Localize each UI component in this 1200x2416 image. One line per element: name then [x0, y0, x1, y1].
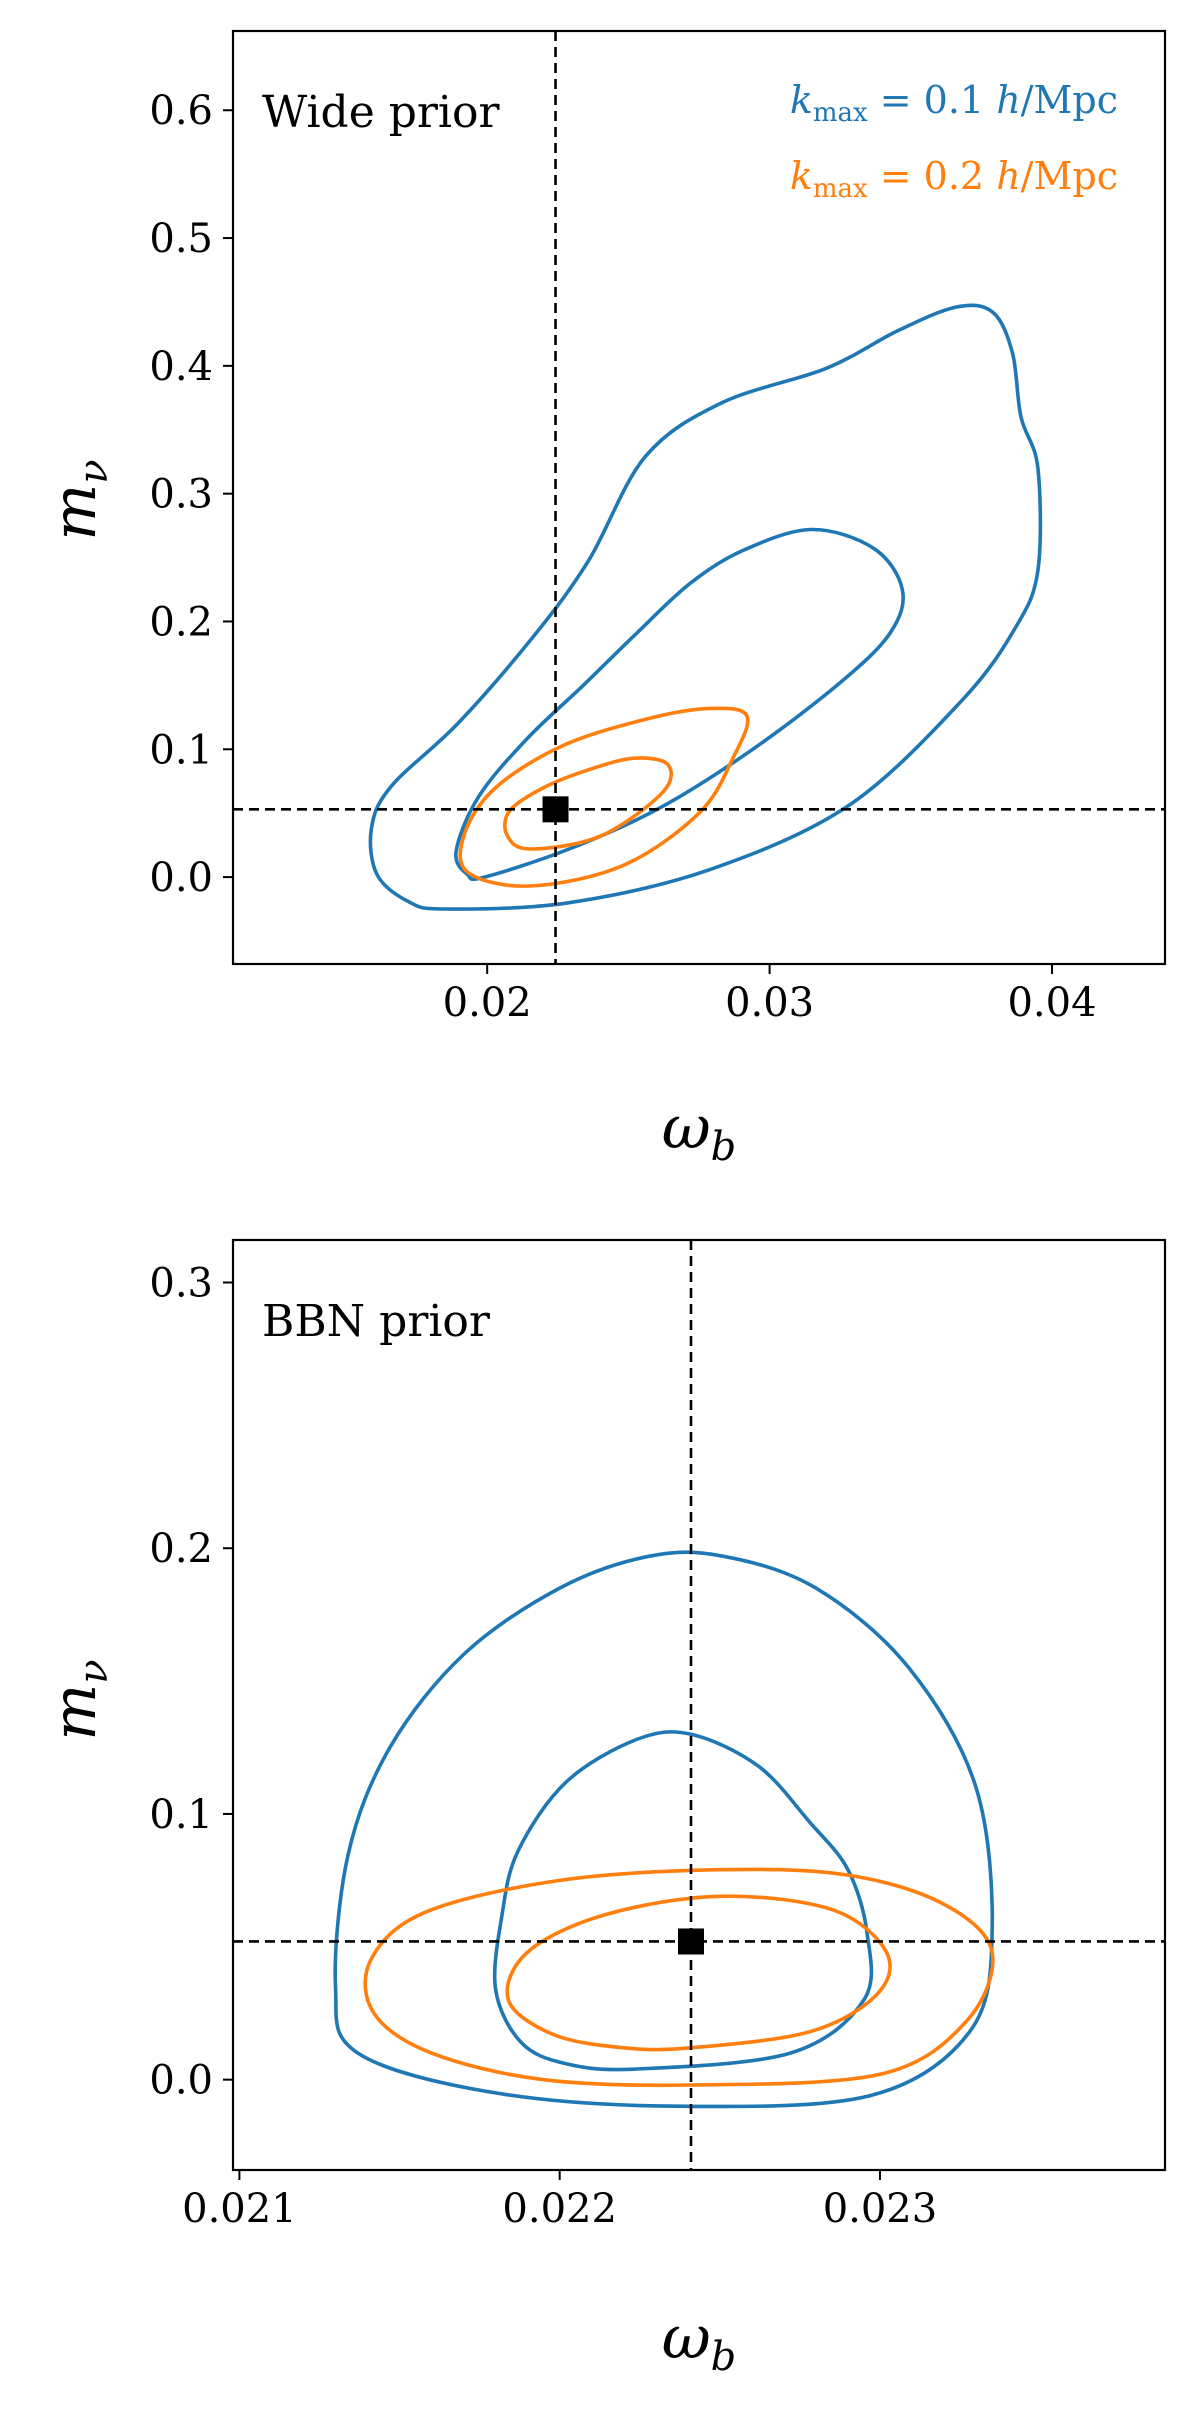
contour-kmax01-2sigma	[333, 1550, 995, 2109]
x-tick-label: 0.021	[182, 2186, 297, 2232]
panel-2: 0.021 0.022 0.023 0.0 0.1 0.2 0.3 ωb mν BBN prior	[40, 1238, 1167, 2380]
y-tick-label: 0.2	[149, 599, 213, 645]
contour-kmax01-1sigma	[492, 1730, 874, 2072]
contour-kmax02-2sigma	[458, 706, 750, 888]
plot-area	[233, 31, 1165, 964]
fiducial-marker	[542, 796, 569, 823]
x-tick-label: 0.023	[823, 2186, 938, 2232]
legend-entry: kmax = 0.2 h/Mpc	[790, 154, 1118, 204]
y-tick-label: 0.0	[149, 855, 213, 901]
panel-annotation: BBN prior	[262, 1296, 491, 1347]
y-axis-label: mν	[40, 459, 117, 540]
contour-kmax01-1sigma	[454, 527, 905, 882]
x-tick-label: 0.02	[443, 980, 532, 1026]
x-tick-label: 0.03	[725, 980, 814, 1026]
contour-kmax02-1sigma	[505, 1894, 892, 2052]
y-tick-label: 0.1	[149, 727, 213, 773]
y-tick-label: 0.3	[149, 1261, 213, 1307]
y-tick-label: 0.2	[149, 1526, 213, 1572]
y-tick-label: 0.4	[149, 344, 213, 390]
panel-annotation: Wide prior	[262, 87, 500, 138]
x-axis-label: ωb	[662, 1093, 737, 1170]
x-axis-label: ωb	[662, 2303, 737, 2380]
y-tick-label: 0.0	[149, 2058, 213, 2104]
x-tick-label: 0.04	[1007, 980, 1096, 1026]
x-tick-label: 0.022	[502, 2186, 617, 2232]
legend: kmax = 0.1 h/Mpc kmax = 0.2 h/Mpc	[790, 78, 1118, 204]
contour-kmax02-2sigma	[363, 1867, 995, 2088]
contour-kmax02-1sigma	[503, 756, 673, 851]
y-tick-label: 0.5	[149, 216, 213, 262]
plot-area	[233, 1240, 1165, 2170]
y-tick-label: 0.1	[149, 1792, 213, 1838]
y-tick-label: 0.6	[149, 88, 213, 134]
axes-frame	[231, 29, 1167, 966]
y-axis-label: mν	[40, 1659, 117, 1740]
panel-1: 0.02 0.03 0.04 0.0 0.1 0.2 0.3 0.4 0.5 0.6 ωb mν Wid…	[40, 29, 1167, 1170]
y-tick-label: 0.3	[149, 472, 213, 518]
legend-entry: kmax = 0.1 h/Mpc	[790, 78, 1118, 128]
contour-kmax01-2sigma	[368, 303, 1043, 911]
fiducial-marker	[677, 1928, 704, 1955]
axes-frame	[231, 1238, 1167, 2172]
